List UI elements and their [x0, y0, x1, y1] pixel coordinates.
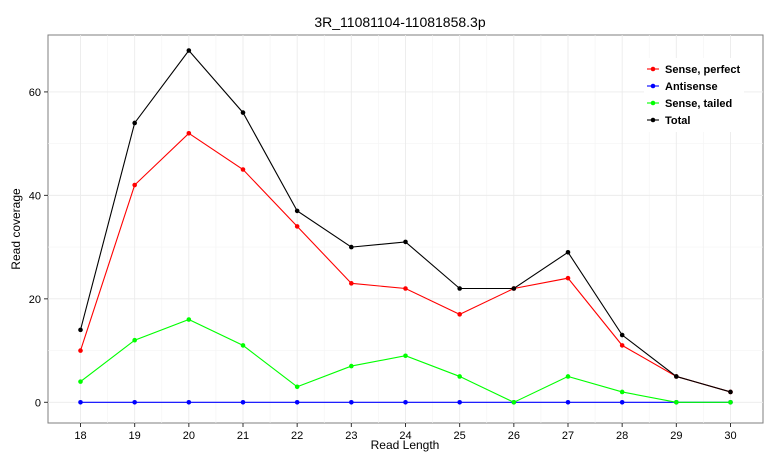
data-point-total — [132, 120, 137, 126]
y-axis-label: Read coverage — [9, 188, 23, 270]
data-point-sense-tailed — [349, 363, 354, 369]
data-point-total — [511, 286, 517, 291]
data-point-sense-tailed — [240, 343, 246, 348]
x-tick-label: 26 — [508, 430, 520, 442]
data-point-sense-perfect — [565, 275, 571, 281]
data-point-sense-perfect — [132, 182, 137, 188]
data-point-antisense — [186, 400, 192, 405]
data-point-sense-tailed — [511, 400, 517, 405]
x-tick-label: 30 — [724, 430, 736, 442]
x-tick-label: 28 — [616, 430, 628, 442]
data-point-total — [565, 249, 571, 255]
y-tick-label: 60 — [29, 87, 41, 99]
data-point-total — [240, 110, 246, 115]
x-tick-label: 19 — [129, 430, 141, 442]
data-point-total — [294, 208, 300, 214]
data-point-sense-perfect — [78, 348, 83, 353]
chart-title: 3R_11081104-11081858.3p — [314, 14, 485, 30]
legend-marker-sense-tailed — [650, 100, 656, 106]
y-tick-label: 20 — [29, 294, 41, 306]
x-tick-label: 24 — [399, 430, 411, 442]
data-point-sense-tailed — [674, 400, 679, 405]
legend: Sense, perfect Antisense Sense, tailed Tota… — [644, 58, 744, 132]
x-tick-label: 21 — [237, 430, 249, 442]
legend-label-sense-tailed: Sense, tailed — [665, 98, 732, 110]
data-point-sense-tailed — [728, 400, 733, 405]
data-point-total — [619, 332, 625, 338]
legend-box — [644, 58, 744, 132]
data-point-sense-perfect — [457, 312, 462, 317]
x-tick-label: 18 — [74, 430, 86, 442]
data-point-antisense — [294, 400, 300, 405]
data-point-sense-perfect — [294, 224, 300, 229]
legend-label-antisense: Antisense — [665, 81, 718, 93]
legend-label-total: Total — [665, 115, 690, 127]
x-tick-label: 25 — [454, 430, 466, 442]
data-point-total — [403, 239, 408, 245]
data-point-sense-perfect — [186, 130, 192, 136]
x-tick-label: 22 — [291, 430, 303, 442]
data-point-total — [186, 48, 192, 53]
data-point-total — [349, 244, 354, 250]
y-tick-label: 0 — [35, 397, 41, 409]
data-point-total — [457, 286, 462, 291]
data-point-total — [728, 389, 733, 395]
x-axis-label: Read Length — [371, 438, 440, 452]
data-point-antisense — [132, 400, 137, 405]
x-tick-label: 29 — [670, 430, 682, 442]
data-point-sense-perfect — [349, 281, 354, 286]
data-point-antisense — [78, 400, 83, 405]
data-point-sense-tailed — [186, 317, 192, 322]
data-point-antisense — [619, 400, 625, 405]
y-tick-label: 40 — [29, 190, 41, 202]
data-point-sense-tailed — [457, 374, 462, 379]
data-point-antisense — [349, 400, 354, 405]
legend-marker-antisense — [650, 83, 656, 89]
data-point-sense-tailed — [132, 337, 137, 343]
data-point-sense-tailed — [403, 353, 408, 359]
data-point-antisense — [403, 400, 408, 405]
plot-area: 0 20 40 60 18 19 20 21 22 23 24 25 26 27 28 29 30 — [29, 34, 764, 442]
data-point-sense-tailed — [619, 389, 625, 395]
data-point-sense-perfect — [240, 167, 246, 172]
x-tick-label: 23 — [345, 430, 357, 442]
x-tick-label: 27 — [562, 430, 574, 442]
data-point-total — [78, 327, 83, 333]
legend-marker-total — [650, 117, 656, 123]
data-point-sense-tailed — [294, 384, 300, 390]
data-point-sense-tailed — [78, 379, 83, 384]
data-point-sense-tailed — [565, 374, 571, 379]
x-tick-label: 20 — [183, 430, 195, 442]
data-point-sense-perfect — [619, 343, 625, 348]
data-point-total — [674, 374, 679, 379]
data-point-antisense — [457, 400, 462, 405]
legend-label-sense-perfect: Sense, perfect — [665, 64, 741, 76]
data-point-antisense — [565, 400, 571, 405]
data-point-sense-perfect — [403, 286, 408, 291]
legend-marker-sense-perfect — [650, 66, 656, 72]
data-point-antisense — [240, 400, 246, 405]
